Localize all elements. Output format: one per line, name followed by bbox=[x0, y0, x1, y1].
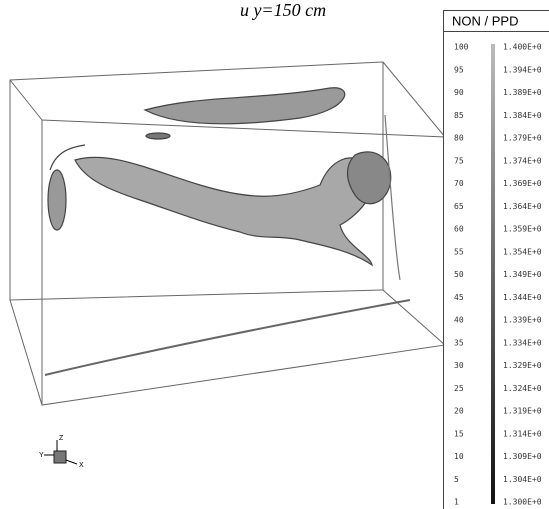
axis-label-x: X bbox=[79, 462, 84, 469]
legend-level: 80 bbox=[454, 134, 464, 143]
legend-value: 1.400E+0 bbox=[503, 43, 542, 52]
legend-value: 1.379E+0 bbox=[503, 134, 542, 143]
legend-value: 1.344E+0 bbox=[503, 293, 542, 302]
visualization-screenshot: u y=150 cm Z Y X NON / PPD 100 1.400E+0 95… bbox=[0, 0, 549, 509]
axes-triad: Z Y X bbox=[39, 435, 84, 469]
legend-value: 1.339E+0 bbox=[503, 316, 542, 325]
legend-header: NON / PPD bbox=[452, 13, 518, 28]
title: u y=150 cm bbox=[240, 0, 326, 20]
legend-value: 1.334E+0 bbox=[503, 338, 542, 347]
legend-level: 10 bbox=[454, 452, 464, 461]
legend-value: 1.300E+0 bbox=[503, 498, 542, 507]
legend-level: 60 bbox=[454, 225, 464, 234]
legend-value: 1.384E+0 bbox=[503, 111, 542, 120]
legend-value: 1.374E+0 bbox=[503, 156, 542, 165]
legend-level: 50 bbox=[454, 270, 464, 279]
canvas: u y=150 cm Z Y X NON / PPD 100 1.400E+0 95… bbox=[0, 0, 549, 509]
legend-level: 25 bbox=[454, 384, 464, 393]
legend-value: 1.329E+0 bbox=[503, 361, 542, 370]
axis-label-z: Z bbox=[59, 435, 64, 442]
iso-surface bbox=[45, 88, 410, 375]
legend-level: 30 bbox=[454, 361, 464, 370]
legend-level: 65 bbox=[454, 202, 464, 211]
legend-value: 1.394E+0 bbox=[503, 65, 542, 74]
legend-level: 70 bbox=[454, 179, 464, 188]
legend-value: 1.364E+0 bbox=[503, 202, 542, 211]
legend-value: 1.314E+0 bbox=[503, 429, 542, 438]
legend-level: 95 bbox=[454, 65, 464, 74]
legend-value: 1.359E+0 bbox=[503, 225, 542, 234]
legend-level: 5 bbox=[454, 475, 459, 484]
legend-level: 75 bbox=[454, 156, 464, 165]
legend-value: 1.309E+0 bbox=[503, 452, 542, 461]
legend-value: 1.319E+0 bbox=[503, 407, 542, 416]
legend-level: 40 bbox=[454, 316, 464, 325]
legend-level: 85 bbox=[454, 111, 464, 120]
legend-value: 1.324E+0 bbox=[503, 384, 542, 393]
legend-value: 1.354E+0 bbox=[503, 247, 542, 256]
legend-value: 1.304E+0 bbox=[503, 475, 542, 484]
legend-value: 1.389E+0 bbox=[503, 88, 542, 97]
legend-level: 20 bbox=[454, 407, 464, 416]
legend-value: 1.349E+0 bbox=[503, 270, 542, 279]
legend-value: 1.369E+0 bbox=[503, 179, 542, 188]
legend-level: 1 bbox=[454, 498, 459, 507]
legend-level: 45 bbox=[454, 293, 464, 302]
legend-level: 90 bbox=[454, 88, 464, 97]
legend-level: 55 bbox=[454, 247, 464, 256]
axis-label-y: Y bbox=[39, 452, 44, 459]
color-bar bbox=[491, 44, 495, 504]
legend: NON / PPD 100 1.400E+0 95 1.394E+0 90 1.389E+… bbox=[444, 11, 549, 509]
legend-level: 100 bbox=[454, 43, 469, 52]
legend-level: 35 bbox=[454, 338, 464, 347]
legend-level: 15 bbox=[454, 429, 464, 438]
